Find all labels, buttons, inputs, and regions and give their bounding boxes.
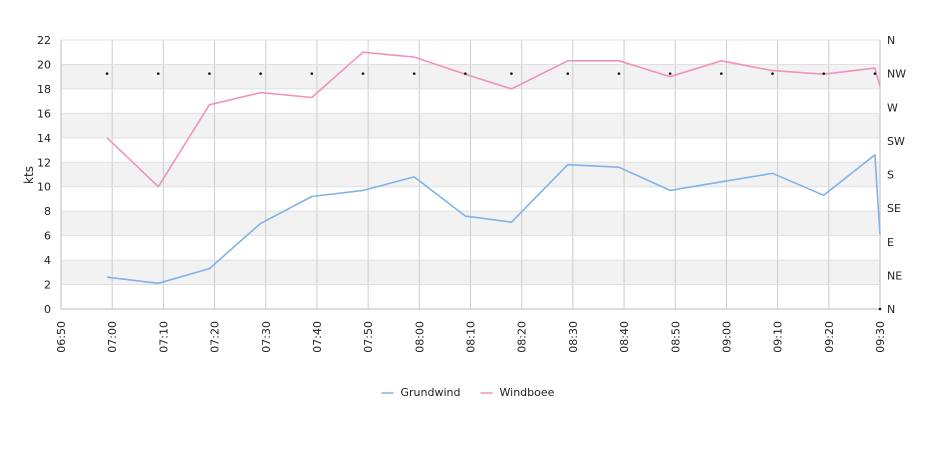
x-axis-ticks: 06:50 07:00 07:10 07:20 07:30 07:40 07:50 08:00…	[55, 321, 887, 353]
direction-marker	[510, 72, 513, 75]
y2-tick-label: S	[887, 169, 894, 182]
direction-marker	[668, 72, 672, 75]
x-tick-label: 06:50	[55, 321, 68, 353]
x-tick-label: 08:10	[465, 321, 478, 353]
y2-axis-ticks: N NE E SE S SW W NW N	[887, 34, 906, 316]
x-tick-label: 08:00	[413, 321, 426, 353]
legend-label: Windboee	[500, 386, 555, 399]
y-tick-label: 22	[37, 34, 51, 47]
x-tick-label: 09:30	[874, 321, 887, 353]
x-tick-label: 08:30	[567, 321, 580, 353]
x-tick-label: 07:30	[260, 321, 273, 353]
y-tick-label: 6	[44, 230, 51, 243]
y-tick-label: 2	[44, 279, 51, 292]
direction-marker	[464, 72, 467, 75]
y-axis-label: kts	[22, 166, 36, 184]
y2-tick-label: W	[887, 101, 898, 114]
direction-marker	[156, 72, 160, 75]
series-line-grundwind	[107, 154, 881, 285]
y-tick-label: 0	[44, 303, 51, 316]
direction-marker	[617, 72, 621, 75]
x-tick-label: 09:10	[772, 321, 785, 353]
legend-item: Grundwind	[381, 386, 461, 399]
y-axis-ticks: 0 2 4 6 8 10 12 14 16 18 20 22	[37, 34, 51, 316]
y-tick-label: 18	[37, 83, 51, 96]
legend: Grundwind Windboee	[381, 386, 555, 399]
y-tick-label: 8	[44, 205, 51, 218]
y-tick-label: 12	[37, 156, 51, 169]
y-tick-label: 10	[37, 181, 51, 194]
y2-tick-label: E	[887, 236, 894, 249]
vertical-gridlines	[60, 40, 881, 309]
direction-marker	[208, 72, 211, 75]
direction-marker	[259, 72, 262, 75]
direction-marker	[361, 72, 365, 75]
legend-item: Windboee	[480, 386, 555, 399]
y2-tick-label: SW	[887, 135, 905, 148]
horizontal-gridlines	[61, 39, 880, 310]
x-tick-label: 07:40	[311, 321, 324, 353]
direction-marker	[105, 72, 109, 75]
x-tick-label: 09:00	[720, 321, 733, 353]
x-tick-label: 07:10	[157, 321, 170, 353]
y2-tick-label: NE	[887, 269, 902, 282]
y-tick-label: 4	[44, 254, 51, 267]
direction-marker	[720, 72, 723, 75]
series-lines	[106, 51, 881, 285]
x-tick-label: 08:20	[516, 321, 529, 353]
x-tick-label: 08:40	[618, 321, 631, 353]
x-tick-label: 07:00	[106, 321, 119, 353]
direction-markers	[105, 72, 882, 311]
direction-marker	[873, 72, 877, 75]
y2-tick-label: N	[887, 303, 895, 316]
y-tick-label: 20	[37, 58, 51, 71]
direction-marker	[566, 72, 570, 75]
y2-tick-label: SE	[887, 202, 901, 215]
y2-tick-label: N	[887, 34, 895, 47]
direction-marker	[771, 72, 774, 75]
x-tick-label: 07:20	[209, 321, 222, 353]
direction-marker	[310, 72, 314, 75]
direction-marker	[822, 72, 825, 75]
x-tick-label: 07:50	[362, 321, 375, 353]
direction-marker	[412, 72, 416, 75]
series-line-windboee	[106, 51, 881, 188]
y-tick-label: 14	[37, 132, 51, 145]
y-tick-label: 16	[37, 107, 51, 120]
legend-label: Grundwind	[401, 386, 461, 399]
direction-marker	[878, 307, 882, 311]
x-tick-label: 08:50	[669, 321, 682, 353]
y2-tick-label: NW	[887, 68, 906, 81]
x-tick-label: 09:20	[823, 321, 836, 353]
